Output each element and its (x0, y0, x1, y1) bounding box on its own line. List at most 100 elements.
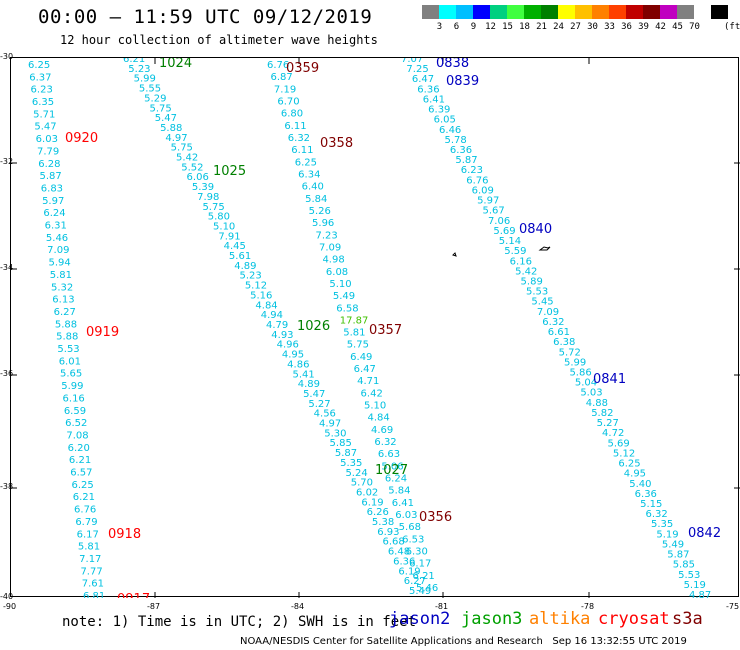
wave-height-value: 4.97 (319, 419, 341, 430)
wave-height-value: 5.35 (340, 458, 362, 469)
pass-time-label: 0920 (65, 131, 98, 146)
pass-time-label: 0356 (419, 510, 452, 525)
wave-height-value: 5.53 (57, 344, 79, 355)
wave-height-value: 5.23 (128, 64, 150, 75)
wave-height-value: 6.52 (65, 418, 87, 429)
wave-height-value: 6.36 (635, 489, 657, 500)
wave-height-value: 4.97 (165, 133, 187, 144)
legend-label: 15 (502, 22, 513, 32)
wave-height-value: 5.87 (40, 171, 62, 182)
y-tick-label: -38 (0, 482, 14, 491)
wave-height-value: 7.17 (79, 554, 101, 565)
wave-height-value: 4.56 (314, 409, 336, 420)
wave-height-value: 5.84 (388, 486, 410, 497)
wave-height-value: 4.87 (689, 590, 711, 598)
wave-height-value: 4.89 (298, 379, 320, 390)
chart-title: 00:00 – 11:59 UTC 09/12/2019 (38, 6, 373, 28)
legend-label: 39 (638, 22, 649, 32)
wave-height-value: 5.29 (144, 93, 166, 104)
pass-time-label: 0358 (320, 136, 353, 151)
wave-height-value: 6.21 (69, 455, 91, 466)
wave-height-value: 6.23 (461, 165, 483, 176)
mission-legend-s3a: s3a (672, 609, 703, 629)
wave-height-value: 6.27 (54, 307, 76, 318)
y-tick-label: -32 (0, 157, 14, 166)
wave-height-value: 5.24 (345, 468, 367, 479)
pass-time-label: 0842 (688, 526, 721, 541)
wave-height-value: 5.75 (347, 340, 369, 351)
wave-height-value: 4.95 (624, 469, 646, 480)
legend-label: 9 (470, 22, 477, 32)
wave-height-value: 5.03 (580, 388, 602, 399)
wave-height-value: 7.07 (401, 58, 423, 65)
map-plot-area: 6.25 6.37 6.23 6.35 5.71 5.47 6.03 7.79 6.28 5.87… (10, 57, 740, 598)
y-tick-label: -36 (0, 369, 14, 378)
wave-height-value: 5.75 (171, 143, 193, 154)
wave-height-value: 5.84 (305, 194, 327, 205)
wave-height-value: 7.79 (37, 146, 59, 157)
wave-height-value: 5.19 (656, 529, 678, 540)
wave-height-value: 5.89 (521, 276, 543, 287)
wave-height-value: 5.97 (42, 196, 64, 207)
wave-height-value: 6.09 (472, 185, 494, 196)
wave-height-value: 6.79 (75, 517, 97, 528)
legend-label: 36 (621, 22, 632, 32)
wave-height-value: 5.27 (597, 418, 619, 429)
wave-height-value: 5.32 (51, 282, 73, 293)
wave-height-value: 6.03 (36, 134, 58, 145)
wave-height-value: 6.58 (336, 303, 358, 314)
pass-time-label: 0359 (286, 61, 319, 76)
wave-height-value: 6.81 (83, 591, 105, 598)
wave-height-value: 6.80 (281, 109, 303, 120)
wave-height-value: 5.19 (684, 580, 706, 591)
x-tick-label: -75 (726, 602, 740, 611)
wave-height-value: 4.94 (261, 310, 283, 321)
wave-height-value: 5.53 (678, 570, 700, 581)
legend-swatch (439, 5, 456, 19)
wave-height-value: 6.76 (466, 175, 488, 186)
wave-height-value: 6.21 (123, 58, 145, 65)
wave-height-value: 4.84 (255, 300, 277, 311)
wave-height-value: 6.35 (32, 97, 54, 108)
wave-height-value: 5.87 (667, 550, 689, 561)
wave-height-value: 5.23 (240, 271, 262, 282)
wave-height-value: 6.17 (77, 529, 99, 540)
wave-height-value: 6.24 (43, 208, 65, 219)
wave-height-value: 6.11 (291, 145, 313, 156)
map-svg: 6.256.376.236.355.715.476.037.796.285.87… (11, 58, 740, 598)
wave-height-value: 5.67 (483, 206, 505, 217)
wave-height-value: 5.96 (312, 218, 334, 229)
footer-credit: NOAA/NESDIS Center for Satellite Applica… (240, 636, 687, 647)
wave-height-value: 6.48 (388, 547, 410, 558)
wave-height-value: 6.76 (267, 60, 289, 71)
wave-height-value: 6.61 (548, 327, 570, 338)
legend-label: 27 (570, 22, 581, 32)
note-text: note: 1) Time is in UTC; 2) SWH is in fe… (62, 614, 417, 630)
wave-height-value: 6.41 (423, 94, 445, 105)
wave-height-value: 5.85 (673, 560, 695, 571)
wave-height-value: 6.59 (64, 406, 86, 417)
wave-height-value: 5.85 (330, 438, 352, 449)
wave-height-value: 5.46 (416, 583, 438, 594)
wave-height-value: 6.16 (63, 393, 85, 404)
wave-height-value: 6.38 (553, 337, 575, 348)
legend-label: 6 (453, 22, 460, 32)
wave-height-value: 6.49 (350, 352, 372, 363)
wave-height-value: 7.09 (47, 245, 69, 256)
wave-height-value: 6.39 (428, 105, 450, 116)
wave-height-value: 7.09 (537, 307, 559, 318)
wave-height-value: 5.87 (335, 448, 357, 459)
chart-subtitle: 12 hour collection of altimeter wave hei… (60, 33, 378, 47)
wave-height-value: 6.36 (393, 556, 415, 567)
pass-time-label: 1025 (213, 164, 246, 179)
wave-height-value: 5.49 (333, 291, 355, 302)
wave-height-value: 6.83 (41, 183, 63, 194)
wave-height-value: 5.04 (575, 378, 597, 389)
wave-height-value: 4.79 (266, 320, 288, 331)
wave-height-value: 5.40 (629, 479, 651, 490)
wave-height-value: 5.68 (399, 522, 421, 533)
wave-height-value: 4.86 (287, 359, 309, 370)
wave-height-value: 6.32 (542, 317, 564, 328)
wave-height-value: 5.26 (309, 206, 331, 217)
pass-time-label: 0917 (117, 592, 150, 598)
